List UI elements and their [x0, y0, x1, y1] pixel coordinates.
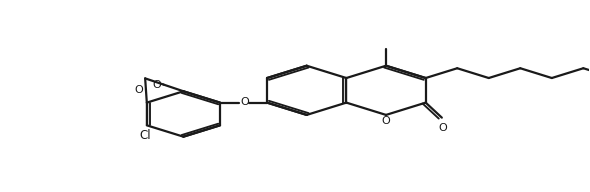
- Text: Cl: Cl: [140, 129, 152, 142]
- Text: O: O: [438, 123, 447, 133]
- Text: O: O: [382, 117, 391, 127]
- Text: O: O: [135, 85, 143, 95]
- Text: O: O: [152, 79, 161, 89]
- Text: O: O: [240, 97, 249, 107]
